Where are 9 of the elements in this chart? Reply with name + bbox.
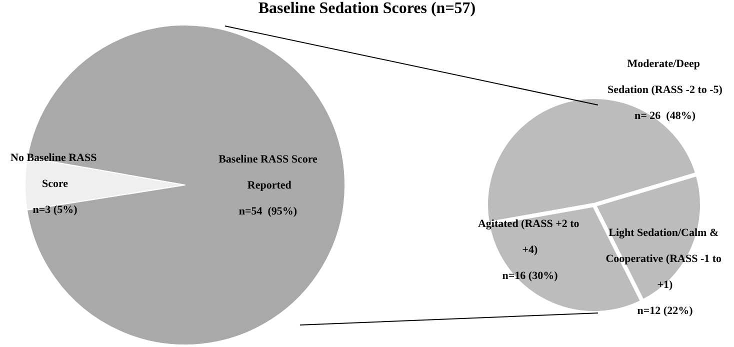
data-label: n=12 (22%) [637,305,694,317]
data-label: n= 26 (48%) [634,110,696,122]
category-label: Agitated (RASS +2 to +4) [478,218,580,256]
data-label: n=3 (5%) [32,204,78,216]
data-label: n=54 (95%) [238,206,298,218]
chart-title: Baseline Sedation Scores (n=57) [257,0,477,18]
data-label: n=16 (30%) [502,270,558,282]
category-label: Moderate/Deep Sedation (RASS -2 to -5) [608,58,722,96]
category-label: Light Sedation/Calm & Cooperative (RASS -1 to +1) [606,227,722,291]
